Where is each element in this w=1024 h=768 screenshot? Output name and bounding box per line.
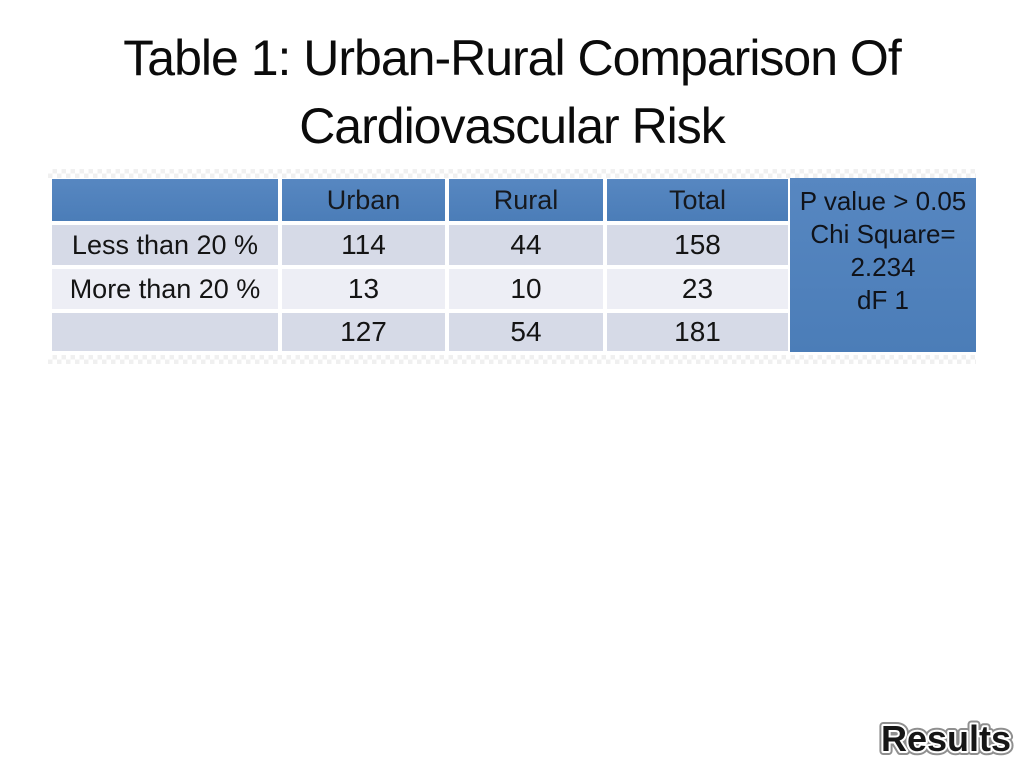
- results-watermark-inner-outline: Results: [881, 718, 1011, 759]
- cell-less-than-20-urban: 114: [282, 225, 445, 265]
- cell-totals-rural: 54: [449, 313, 603, 351]
- slide-title-line-2: Cardiovascular Risk: [299, 98, 726, 154]
- results-watermark-text: Results: [881, 718, 1011, 759]
- compression-artifact-band-bottom: [48, 355, 976, 364]
- slide-title-line-1: Table 1: Urban-Rural Comparison Of: [123, 30, 901, 86]
- cell-totals-total: 181: [607, 313, 788, 351]
- row-label-more-than-20: More than 20 %: [52, 269, 278, 309]
- header-cell-empty: [52, 179, 278, 221]
- cell-totals-urban: 127: [282, 313, 445, 351]
- urban-rural-table: Urban Rural Total Less than 20 % 114 44 …: [52, 179, 788, 351]
- cell-less-than-20-total: 158: [607, 225, 788, 265]
- cell-less-than-20-rural: 44: [449, 225, 603, 265]
- degrees-of-freedom: dF 1: [856, 285, 910, 315]
- row-label-totals-empty: [52, 313, 278, 351]
- cell-more-than-20-urban: 13: [282, 269, 445, 309]
- header-cell-urban: Urban: [282, 179, 445, 221]
- header-cell-total: Total: [607, 179, 788, 221]
- chi-square-label: Chi Square=: [810, 219, 956, 249]
- results-watermark: Results Results Results: [877, 714, 1015, 762]
- slide-title: Table 1: Urban-Rural Comparison Of Cardi…: [0, 24, 1024, 160]
- compression-artifact-band-top: [48, 169, 976, 178]
- p-value-text: P value > 0.05: [799, 186, 967, 216]
- results-watermark-outer-outline: Results: [881, 718, 1011, 759]
- header-cell-rural: Rural: [449, 179, 603, 221]
- chi-square-value: 2.234: [850, 252, 916, 282]
- cell-more-than-20-total: 23: [607, 269, 788, 309]
- statistics-panel: P value > 0.05 Chi Square= 2.234 dF 1: [790, 178, 976, 352]
- cell-more-than-20-rural: 10: [449, 269, 603, 309]
- row-label-less-than-20: Less than 20 %: [52, 225, 278, 265]
